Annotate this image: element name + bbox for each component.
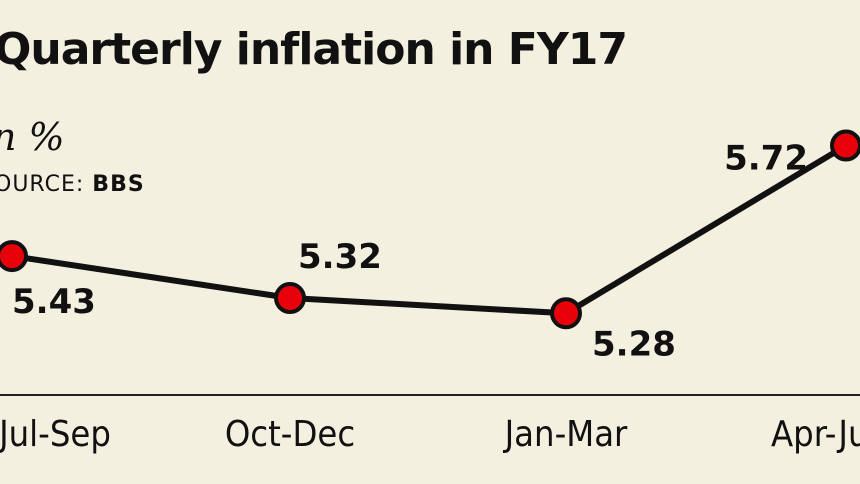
x-tick-labels: Jul-Sep Oct-Dec Jan-Mar Apr-Jun	[0, 414, 860, 455]
data-label: 5.32	[298, 237, 382, 277]
markers-layer	[0, 129, 860, 330]
x-tick-label: Apr-Jun	[771, 414, 860, 455]
chart-subtitle: n %	[0, 115, 65, 159]
labels-layer: 5.43 5.32 5.28 5.72	[12, 139, 808, 365]
data-label: 5.28	[592, 324, 676, 364]
x-tick-label: Oct-Dec	[225, 414, 355, 455]
chart-title: Quarterly inflation in FY17	[0, 24, 628, 75]
data-point-marker	[274, 282, 306, 315]
source-name: BBS	[92, 172, 145, 197]
data-point-marker	[830, 129, 860, 162]
data-point-marker	[550, 297, 582, 330]
series-layer	[11, 142, 848, 317]
series-line	[11, 142, 848, 317]
data-label: 5.43	[12, 282, 96, 322]
data-point-marker	[0, 240, 28, 273]
source-label: OURCE:	[0, 172, 85, 197]
x-tick-label: Jul-Sep	[0, 414, 111, 455]
x-tick-label: Jan-Mar	[503, 414, 628, 455]
source-note: OURCE: BBS	[0, 174, 145, 196]
data-label: 5.72	[724, 139, 808, 179]
